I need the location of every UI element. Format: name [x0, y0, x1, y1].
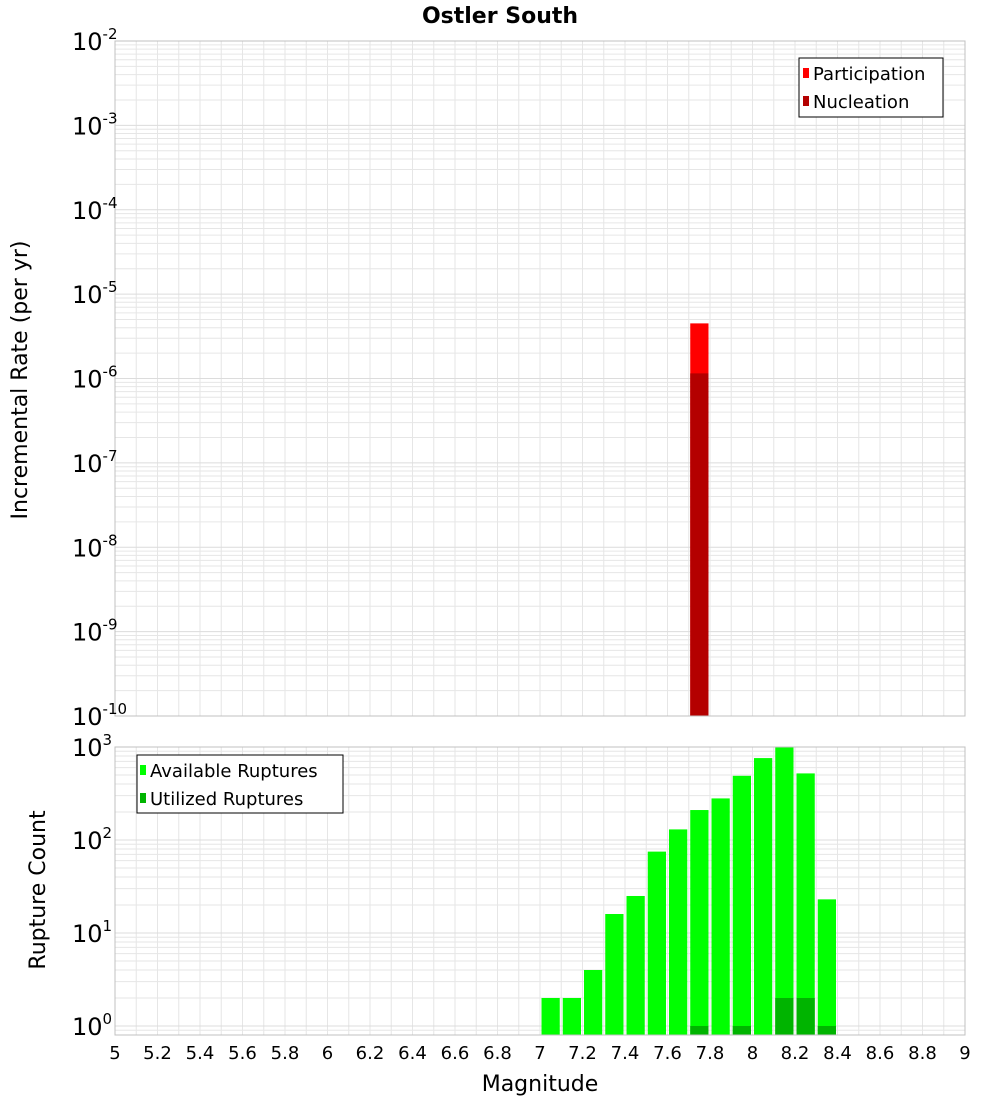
rate-y-axis-label: Incremental Rate (per yr)	[8, 241, 33, 520]
count-bar-available	[796, 773, 815, 1035]
rate-y-tick-label: 10-5	[72, 278, 118, 309]
rate-y-tick-label: 10-3	[72, 109, 118, 140]
count-bar-available	[711, 798, 730, 1035]
x-tick-label: 6.6	[441, 1043, 470, 1064]
x-tick-label: 5	[109, 1043, 120, 1064]
nucleation-legend-label: Nucleation	[813, 92, 909, 113]
count-bar-available	[605, 914, 624, 1035]
count-bar-utilized	[690, 1025, 709, 1035]
rate-panel: 10-2 10-3 10-4 10-5 10-6 10-7 10-8 10-9 10-10 In…	[8, 25, 966, 731]
count-legend: Available Ruptures Utilized Ruptures	[136, 754, 344, 814]
x-tick-label: 8.2	[781, 1043, 810, 1064]
x-tick-label: 7	[534, 1043, 545, 1064]
x-tick-label: 8	[747, 1043, 758, 1064]
count-y-tick-label: 101	[72, 917, 112, 948]
x-axis-ticks: 5 5.2 5.4 5.6 5.8 6 6.2 6.4 6.6 6.8 7 7.2 7.4 7.6 7.8 8…	[109, 1043, 970, 1064]
chart-title: Ostler South	[422, 4, 578, 29]
rate-y-tick-label: 10-4	[72, 194, 118, 225]
x-tick-label: 5.6	[228, 1043, 257, 1064]
count-bar-available	[690, 810, 709, 1035]
count-bar-available	[584, 969, 603, 1035]
count-bar-available	[541, 997, 560, 1035]
rate-plot-frame	[114, 40, 966, 717]
rate-y-tick-label: 10-10	[72, 700, 127, 731]
rate-y-tick-label: 10-9	[72, 616, 118, 647]
count-bar-utilized	[817, 1025, 836, 1035]
count-bar-utilized	[775, 997, 794, 1035]
x-axis-label: Magnitude	[482, 1072, 599, 1097]
x-tick-label: 5.8	[271, 1043, 300, 1064]
count-bar-available	[647, 851, 666, 1035]
count-legend-box	[136, 754, 344, 814]
rate-legend: Participation Nucleation	[798, 57, 944, 118]
count-bar-available	[754, 758, 773, 1035]
rate-bars	[690, 323, 709, 716]
rate-bar-nucleation	[690, 373, 709, 716]
rate-y-tick-label: 10-7	[72, 447, 118, 478]
x-tick-label: 6.4	[398, 1043, 427, 1064]
x-tick-label: 6	[322, 1043, 333, 1064]
x-tick-label: 9	[959, 1043, 970, 1064]
count-bars	[541, 747, 836, 1035]
count-bar-available	[817, 899, 836, 1035]
x-tick-label: 6.8	[483, 1043, 512, 1064]
participation-legend-swatch	[803, 68, 809, 78]
x-tick-label: 7.8	[696, 1043, 725, 1064]
count-y-axis-label: Rupture Count	[26, 810, 51, 970]
available-legend-swatch	[140, 765, 146, 775]
x-tick-label: 8.8	[908, 1043, 937, 1064]
count-bar-available	[775, 747, 794, 1035]
rate-y-ticks: 10-2 10-3 10-4 10-5 10-6 10-7 10-8 10-9 10-10	[72, 25, 127, 731]
available-legend-label: Available Ruptures	[150, 761, 318, 782]
rate-legend-box	[798, 57, 944, 118]
rate-grid	[115, 40, 965, 717]
rate-y-tick-label: 10-6	[72, 363, 118, 394]
count-bar-utilized	[732, 1025, 751, 1035]
x-tick-label: 7.4	[611, 1043, 640, 1064]
x-tick-label: 7.2	[568, 1043, 597, 1064]
count-bar-available	[669, 829, 688, 1035]
nucleation-legend-swatch	[803, 96, 809, 106]
count-plot-frame	[114, 746, 966, 1036]
rate-y-tick-label: 10-8	[72, 531, 118, 562]
x-tick-label: 6.2	[356, 1043, 385, 1064]
utilized-legend-swatch	[140, 793, 146, 803]
x-tick-label: 5.4	[186, 1043, 215, 1064]
count-bar-utilized	[796, 997, 815, 1035]
count-bar-available	[562, 997, 581, 1035]
count-panel: 103 102 101 100 Rupture Count Available Rup…	[26, 731, 971, 1097]
x-tick-label: 8.6	[866, 1043, 895, 1064]
count-bar-available	[732, 775, 751, 1035]
count-y-ticks: 103 102 101 100	[72, 731, 112, 1041]
participation-legend-label: Participation	[813, 64, 925, 85]
count-y-tick-label: 103	[72, 731, 112, 762]
rate-y-tick-label: 10-2	[72, 25, 118, 56]
count-y-tick-label: 102	[72, 824, 112, 855]
x-tick-label: 8.4	[823, 1043, 852, 1064]
count-bar-available	[626, 895, 645, 1035]
x-tick-label: 5.2	[143, 1043, 172, 1064]
count-y-tick-label: 100	[72, 1010, 112, 1041]
x-tick-label: 7.6	[653, 1043, 682, 1064]
utilized-legend-label: Utilized Ruptures	[150, 789, 303, 810]
